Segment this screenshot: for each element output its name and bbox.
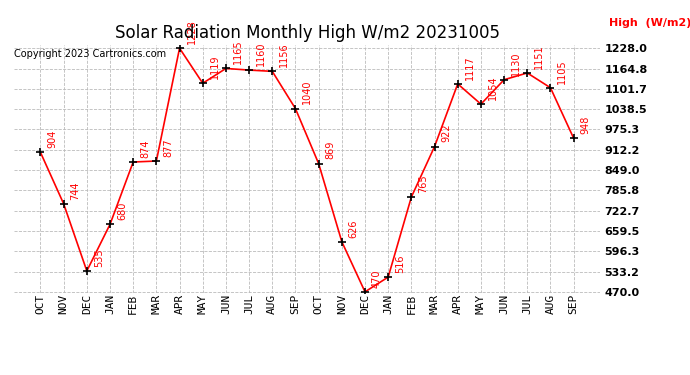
Text: 1117: 1117 [464, 55, 475, 80]
Text: 626: 626 [348, 219, 359, 237]
Text: 535: 535 [94, 248, 104, 267]
Text: 869: 869 [326, 141, 335, 159]
Text: High  (W/m2): High (W/m2) [609, 18, 690, 28]
Text: 874: 874 [140, 140, 150, 158]
Text: 1105: 1105 [558, 59, 567, 84]
Text: 470: 470 [372, 269, 382, 288]
Text: 1054: 1054 [488, 75, 498, 100]
Text: 1040: 1040 [302, 80, 313, 105]
Text: 1156: 1156 [279, 43, 289, 67]
Text: 948: 948 [580, 116, 591, 134]
Text: 1165: 1165 [233, 40, 243, 64]
Text: 877: 877 [164, 138, 173, 157]
Title: Solar Radiation Monthly High W/m2 20231005: Solar Radiation Monthly High W/m2 202310… [115, 24, 500, 42]
Text: Copyright 2023 Cartronics.com: Copyright 2023 Cartronics.com [14, 49, 166, 59]
Text: 765: 765 [418, 174, 428, 193]
Text: 1130: 1130 [511, 51, 521, 75]
Text: 1160: 1160 [256, 41, 266, 66]
Text: 904: 904 [48, 130, 57, 148]
Text: 744: 744 [70, 181, 81, 200]
Text: 1119: 1119 [210, 55, 219, 79]
Text: 516: 516 [395, 254, 405, 273]
Text: 922: 922 [442, 124, 451, 142]
Text: 1228: 1228 [186, 19, 197, 44]
Text: 1151: 1151 [534, 44, 544, 69]
Text: 680: 680 [117, 202, 127, 220]
